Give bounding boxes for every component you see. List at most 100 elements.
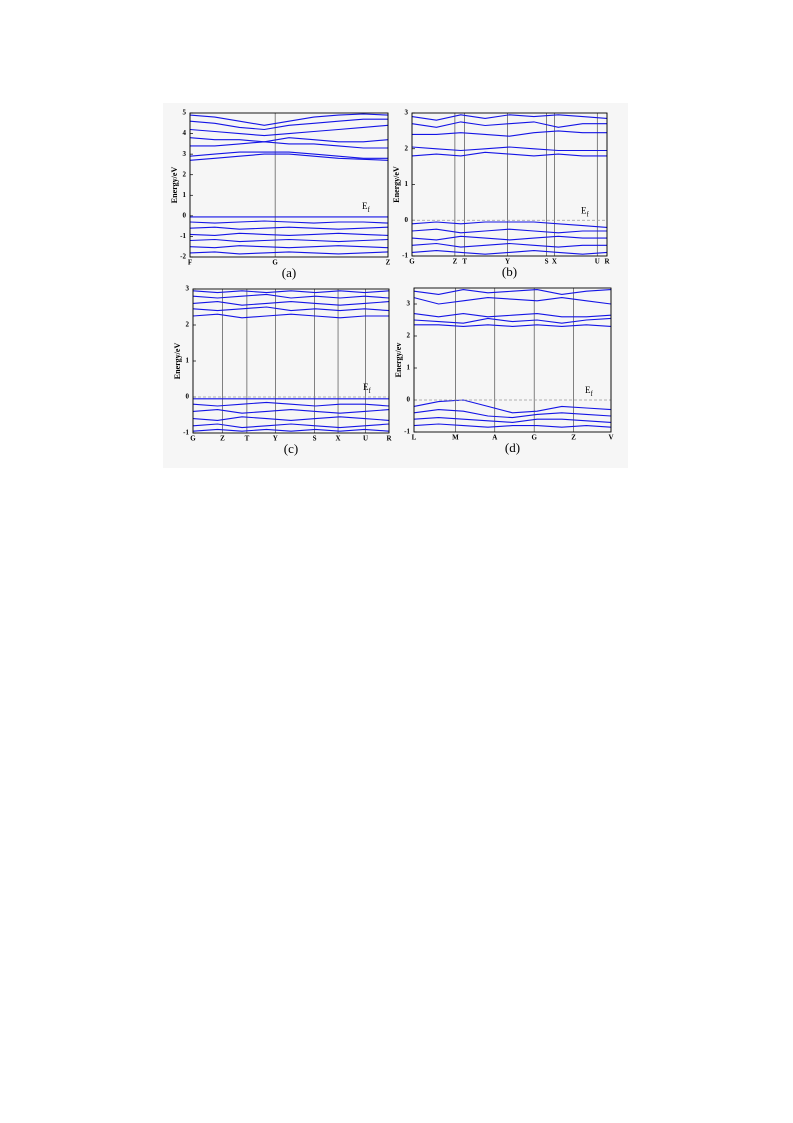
x-tick-label: U bbox=[363, 435, 368, 443]
x-tick-label: X bbox=[336, 435, 341, 443]
band bbox=[189, 137, 389, 143]
x-tick-label: T bbox=[245, 435, 250, 443]
y-axis-label: Energy/eV bbox=[170, 167, 179, 204]
band bbox=[413, 313, 612, 318]
band bbox=[192, 416, 390, 421]
band bbox=[192, 306, 390, 312]
caption: (b) bbox=[502, 264, 517, 279]
y-tick-label: 3 bbox=[407, 300, 411, 308]
band bbox=[411, 151, 607, 157]
x-tick-label: Y bbox=[505, 258, 510, 266]
band bbox=[411, 250, 608, 255]
x-tick-label: L bbox=[412, 434, 417, 442]
band bbox=[413, 317, 612, 324]
band bbox=[192, 401, 390, 407]
x-tick-label: Z bbox=[220, 435, 225, 443]
y-tick-label: 3 bbox=[186, 285, 190, 293]
fermi-label: Ef bbox=[585, 385, 594, 398]
band bbox=[413, 289, 612, 295]
y-tick-label: 2 bbox=[407, 332, 411, 340]
y-axis-label: Energy/ev bbox=[394, 343, 403, 378]
band bbox=[192, 313, 389, 319]
band bbox=[189, 118, 388, 131]
band bbox=[192, 423, 390, 429]
x-tick-label: R bbox=[386, 435, 392, 443]
fermi-label: Ef bbox=[363, 382, 372, 395]
band bbox=[411, 242, 607, 248]
band bbox=[189, 232, 389, 236]
band bbox=[413, 423, 612, 428]
band bbox=[413, 399, 612, 414]
x-tick-label: R bbox=[604, 258, 610, 266]
y-tick-label: 0 bbox=[183, 211, 187, 219]
y-tick-label: 2 bbox=[405, 144, 409, 152]
x-tick-label: Z bbox=[453, 258, 458, 266]
band bbox=[413, 409, 612, 419]
band bbox=[189, 124, 389, 137]
x-tick-label: M bbox=[452, 434, 459, 442]
fermi-label-main: E bbox=[581, 205, 587, 215]
plot-frame bbox=[189, 112, 389, 258]
band bbox=[189, 251, 389, 255]
x-tick-label: V bbox=[608, 434, 613, 442]
y-tick-label: -2 bbox=[180, 253, 186, 261]
fermi-label-sub: f bbox=[368, 205, 371, 213]
band bbox=[192, 428, 390, 432]
y-tick-label: -1 bbox=[402, 252, 408, 260]
caption: (d) bbox=[505, 440, 520, 455]
y-tick-label: 0 bbox=[186, 393, 190, 401]
bands bbox=[192, 290, 390, 432]
band bbox=[192, 301, 390, 306]
band bbox=[411, 121, 607, 128]
figure-bg bbox=[163, 103, 628, 468]
plot-frame bbox=[411, 112, 608, 257]
band bbox=[413, 297, 612, 305]
y-tick-label: 3 bbox=[183, 150, 187, 158]
y-tick-label: -1 bbox=[180, 232, 186, 240]
y-axis-label: Energy/eV bbox=[173, 343, 182, 380]
band bbox=[413, 417, 612, 423]
band bbox=[192, 409, 390, 414]
band bbox=[189, 153, 389, 161]
y-tick-label: 1 bbox=[407, 364, 411, 372]
x-tick-label: F bbox=[188, 259, 192, 267]
y-tick-label: 2 bbox=[186, 321, 190, 329]
fermi-label-sub: f bbox=[587, 210, 590, 218]
x-tick-label: Y bbox=[273, 435, 278, 443]
plot-frame bbox=[192, 288, 390, 434]
band bbox=[189, 238, 389, 243]
y-tick-label: 5 bbox=[183, 109, 187, 117]
band bbox=[190, 141, 388, 149]
x-tick-label: S bbox=[545, 258, 549, 266]
caption: (c) bbox=[284, 441, 298, 456]
y-tick-label: 2 bbox=[183, 170, 187, 178]
y-tick-label: 0 bbox=[407, 396, 411, 404]
fermi-label-main: E bbox=[585, 385, 591, 395]
x-tick-label: G bbox=[409, 258, 415, 266]
plot-frame bbox=[413, 287, 612, 433]
y-tick-label: 1 bbox=[186, 357, 190, 365]
x-tick-label: Z bbox=[571, 434, 576, 442]
band bbox=[189, 113, 389, 126]
band bbox=[192, 293, 390, 299]
x-tick-label: G bbox=[190, 435, 196, 443]
band bbox=[414, 324, 612, 327]
fermi-label-sub: f bbox=[369, 387, 372, 395]
x-tick-label: Z bbox=[386, 259, 391, 267]
y-tick-label: 3 bbox=[405, 109, 409, 117]
y-tick-label: 0 bbox=[405, 216, 409, 224]
bands bbox=[411, 114, 608, 255]
fermi-label-main: E bbox=[362, 201, 368, 211]
band bbox=[411, 228, 607, 234]
fermi-label-main: E bbox=[363, 382, 369, 392]
band bbox=[192, 290, 390, 294]
band bbox=[411, 221, 608, 228]
fermi-label: Ef bbox=[362, 201, 371, 214]
band bbox=[189, 226, 389, 230]
y-tick-label: 1 bbox=[405, 180, 409, 188]
band bbox=[412, 130, 607, 137]
x-tick-label: U bbox=[595, 258, 600, 266]
x-tick-label: S bbox=[313, 435, 317, 443]
band bbox=[411, 114, 608, 121]
y-tick-label: 1 bbox=[183, 191, 187, 199]
